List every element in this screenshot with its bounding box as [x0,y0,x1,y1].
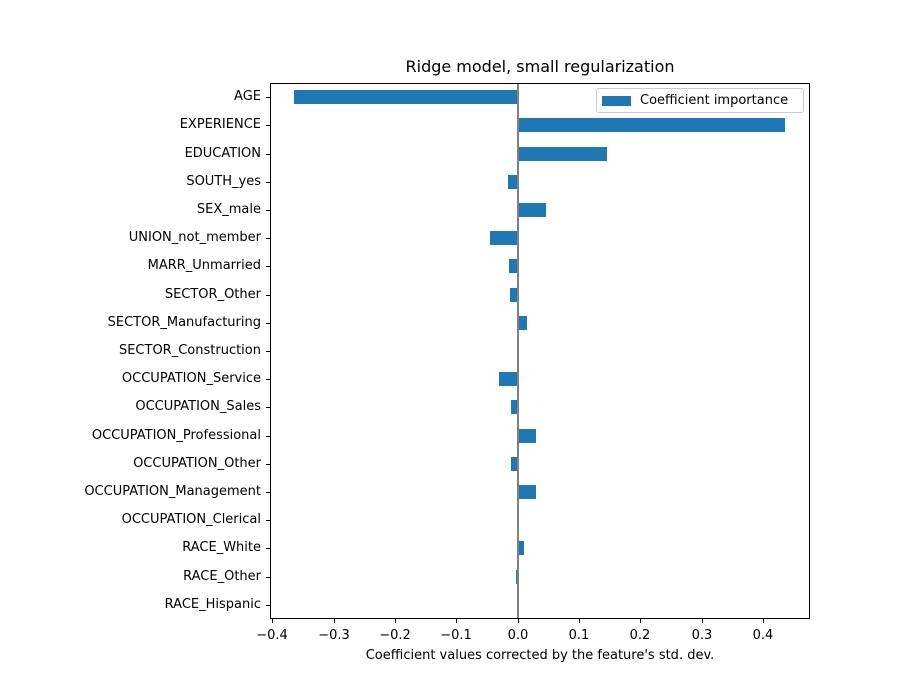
y-tick-mark [266,97,270,98]
y-tick-mark [266,577,270,578]
x-tick-label: −0.1 [440,628,472,643]
y-tick-mark [266,182,270,183]
y-tick-label-SEX_male: SEX_male [196,202,261,217]
bar-EDUCATION [517,147,607,161]
y-tick-label-OCCUPATION_Management: OCCUPATION_Management [84,484,261,499]
bar-SOUTH_yes [508,175,518,189]
y-tick-label-EXPERIENCE: EXPERIENCE [179,117,261,132]
y-tick-mark [266,210,270,211]
x-tick-mark [395,619,396,623]
y-tick-mark [266,266,270,267]
legend-swatch-icon [602,95,631,106]
zero-line [517,84,519,618]
y-tick-mark [266,520,270,521]
bar-OCCUPATION_Professional [517,429,536,443]
y-tick-label-RACE_White: RACE_White [182,540,261,555]
y-tick-label-SOUTH_yes: SOUTH_yes [186,174,261,189]
y-tick-mark [266,154,270,155]
bar-RACE_Other [515,570,518,584]
bar-OCCUPATION_Service [498,372,518,386]
y-tick-label-OCCUPATION_Clerical: OCCUPATION_Clerical [121,512,261,527]
x-tick-label: −0.2 [379,628,411,643]
y-tick-mark [266,125,270,126]
y-tick-mark [266,351,270,352]
plot-area [270,83,810,619]
y-tick-label-OCCUPATION_Service: OCCUPATION_Service [121,371,261,386]
x-tick-mark [272,619,273,623]
bar-OCCUPATION_Sales [510,400,518,414]
y-tick-label-RACE_Other: RACE_Other [183,569,261,584]
y-tick-label-SECTOR_Construction: SECTOR_Construction [118,343,261,358]
bar-UNION_not_member [490,231,519,245]
x-tick-label: −0.4 [256,628,288,643]
y-tick-label-OCCUPATION_Other: OCCUPATION_Other [133,456,261,471]
x-tick-label: 0.2 [629,628,651,643]
y-tick-label-EDUCATION: EDUCATION [184,146,261,161]
x-tick-label: 0.0 [507,628,529,643]
x-tick-mark [640,619,641,623]
y-tick-mark [266,407,270,408]
x-tick-mark [763,619,764,623]
legend: Coefficient importance [596,88,804,113]
bar-SECTOR_Manufacturing [517,316,527,330]
y-tick-mark [266,492,270,493]
x-tick-mark [702,619,703,623]
y-tick-label-RACE_Hispanic: RACE_Hispanic [164,597,261,612]
x-tick-label: 0.3 [691,628,713,643]
y-tick-mark [266,464,270,465]
chart-title: Ridge model, small regularization [405,57,675,76]
y-tick-mark [266,436,270,437]
x-tick-label: 0.4 [752,628,774,643]
y-tick-label-OCCUPATION_Professional: OCCUPATION_Professional [91,428,261,443]
y-tick-label-UNION_not_member: UNION_not_member [128,230,261,245]
x-tick-label: −0.3 [318,628,350,643]
y-tick-label-SECTOR_Other: SECTOR_Other [164,287,261,302]
x-tick-mark [334,619,335,623]
y-tick-label-MARR_Unmarried: MARR_Unmarried [147,258,261,273]
bar-EXPERIENCE [517,118,785,132]
y-tick-mark [266,238,270,239]
x-axis-label: Coefficient values corrected by the feat… [365,648,715,663]
y-tick-label-OCCUPATION_Sales: OCCUPATION_Sales [135,399,261,414]
y-tick-mark [266,605,270,606]
y-tick-label-AGE: AGE [234,89,261,104]
legend-label: Coefficient importance [640,92,789,108]
bar-RACE_White [517,541,524,555]
y-tick-mark [266,295,270,296]
bar-SECTOR_Other [509,288,518,302]
x-tick-mark [579,619,580,623]
y-tick-label-SECTOR_Manufacturing: SECTOR_Manufacturing [107,315,261,330]
x-tick-label: 0.1 [568,628,590,643]
bar-SEX_male [517,203,546,217]
y-tick-mark [266,379,270,380]
y-tick-mark [266,323,270,324]
bar-AGE [294,90,518,104]
y-tick-mark [266,548,270,549]
bar-MARR_Unmarried [509,259,519,273]
bar-OCCUPATION_Management [517,485,536,499]
bar-OCCUPATION_Other [510,457,518,471]
x-tick-mark [456,619,457,623]
x-tick-mark [518,619,519,623]
